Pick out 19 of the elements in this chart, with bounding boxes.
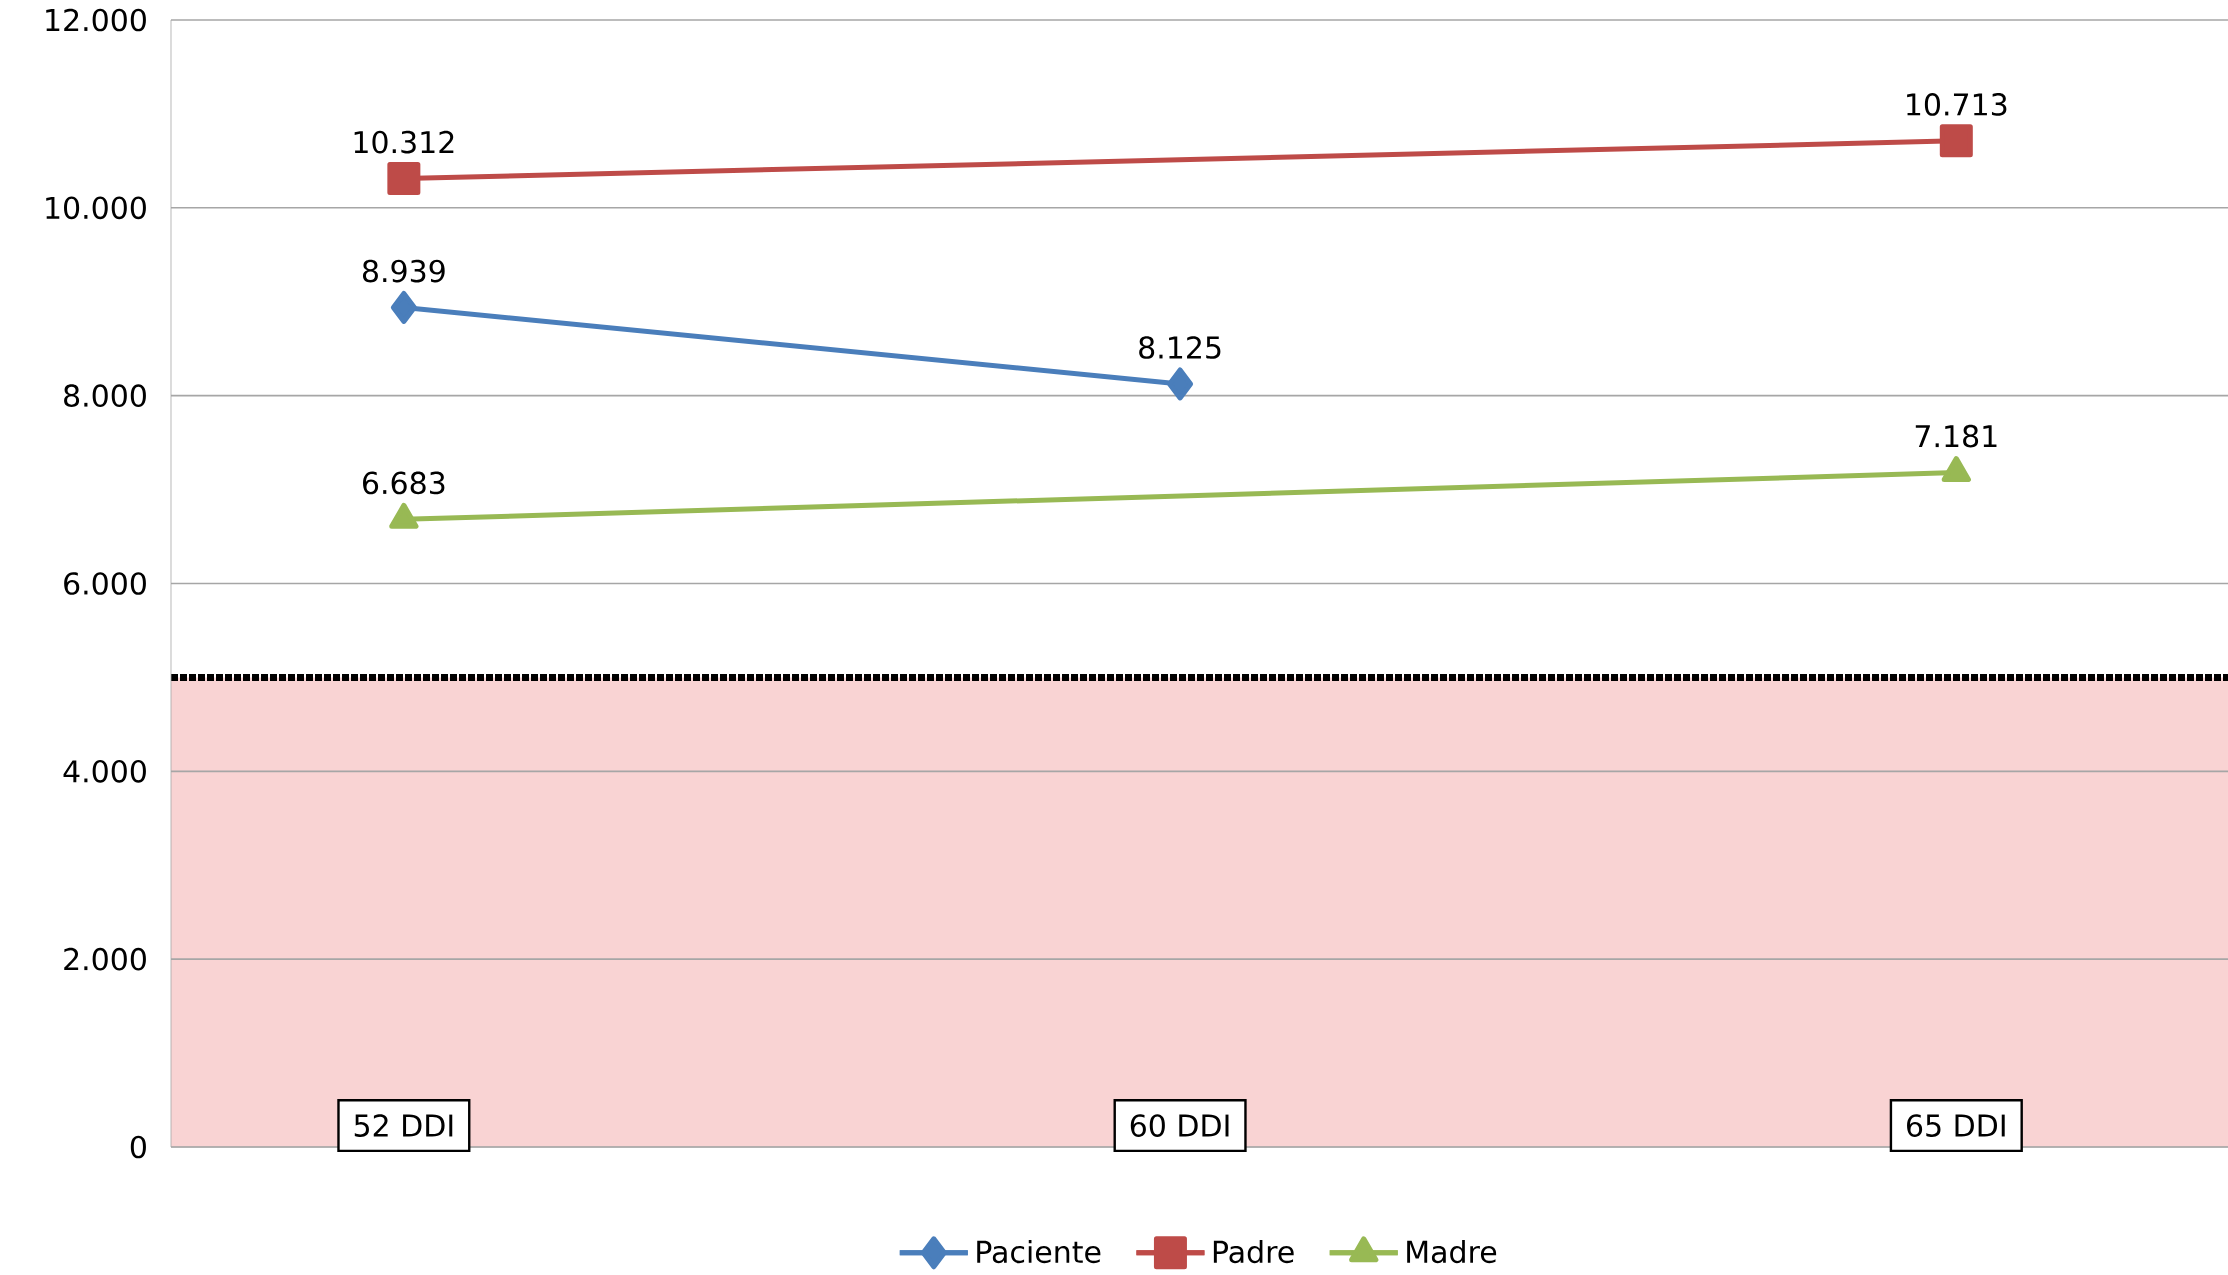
legend-label: Paciente (977, 1239, 1101, 1264)
x-tick-label: 52 DDI (354, 1114, 453, 1137)
data-label: 10.713 (1907, 93, 2007, 116)
y-tick-label: 4.000 (63, 759, 146, 783)
y-tick-label: 12.000 (46, 8, 146, 32)
x-tick-label: 60 DDI (1130, 1114, 1229, 1137)
legend-label: Madre (1407, 1239, 1497, 1264)
data-label: 8.125 (1139, 336, 1221, 359)
legend-label: Padre (1213, 1239, 1294, 1264)
y-tick-label: 10.000 (46, 196, 146, 220)
data-label: 6.683 (363, 471, 445, 495)
y-tick-label: 0 (130, 1135, 146, 1159)
y-tick-label: 2.000 (64, 947, 146, 971)
data-label: 8.939 (362, 259, 445, 283)
y-tick-label: 8.000 (64, 384, 146, 408)
y-tick-label: 6.000 (64, 572, 146, 595)
data-label: 10.312 (354, 130, 454, 154)
data-label: 7.181 (1915, 424, 1997, 448)
x-tick-label: 65 DDI (1907, 1114, 2005, 1137)
